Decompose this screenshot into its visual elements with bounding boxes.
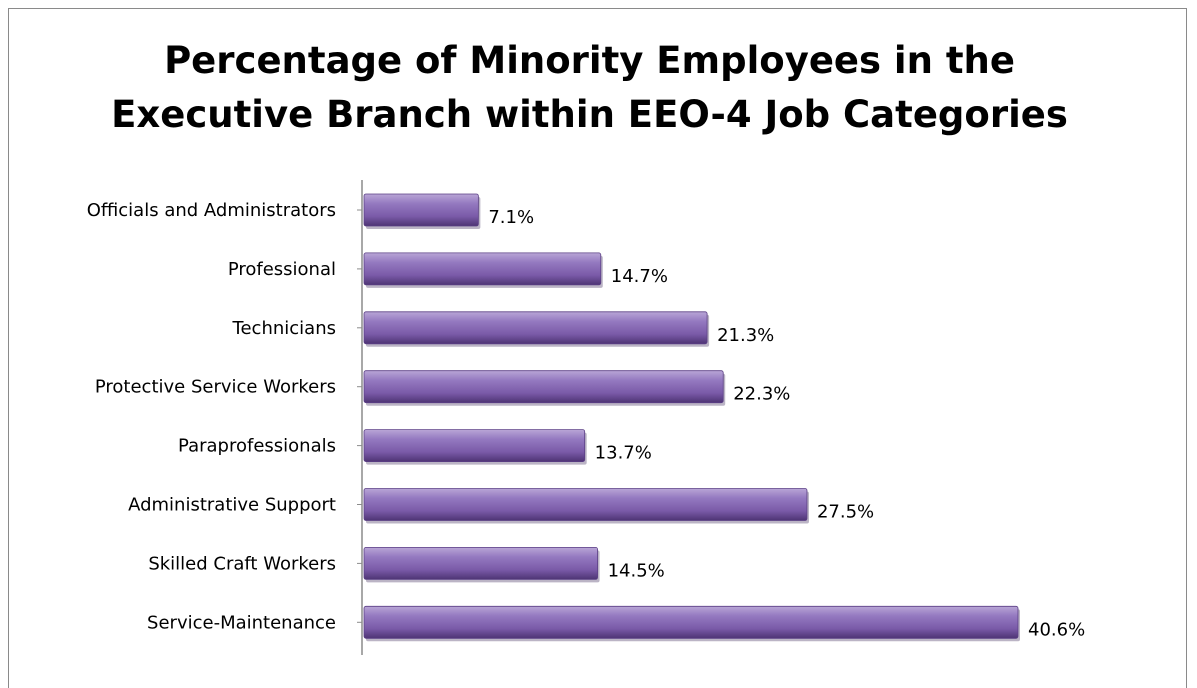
category-label: Technicians — [232, 318, 336, 339]
bar — [363, 370, 724, 404]
category-label: Professional — [228, 259, 336, 280]
bar — [363, 193, 479, 227]
data-label: 7.1% — [488, 207, 534, 228]
data-label: 27.5% — [817, 502, 874, 523]
data-label: 21.3% — [717, 325, 774, 346]
chart-title-line-2: Executive Branch within EEO-4 Job Catego… — [111, 93, 1068, 136]
chart-title: Percentage of Minority Employees in the … — [0, 34, 1179, 142]
category-label: Paraprofessionals — [178, 436, 336, 457]
data-label: 14.7% — [611, 266, 668, 287]
data-label: 40.6% — [1028, 619, 1085, 640]
bar — [363, 547, 598, 580]
bar — [363, 429, 586, 463]
chart-title-line-1: Percentage of Minority Employees in the — [164, 39, 1015, 82]
category-label: Administrative Support — [128, 495, 336, 516]
bar — [363, 605, 1019, 639]
data-label: 22.3% — [733, 384, 790, 405]
category-label: Protective Service Workers — [95, 377, 336, 398]
bar — [363, 252, 602, 286]
bar — [363, 488, 808, 521]
category-label: Service-Maintenance — [147, 612, 336, 633]
data-label: 13.7% — [595, 443, 652, 464]
category-label: Skilled Craft Workers — [148, 553, 336, 574]
bar — [363, 311, 708, 345]
category-label: Officials and Administrators — [87, 200, 336, 221]
data-label: 14.5% — [608, 560, 665, 581]
